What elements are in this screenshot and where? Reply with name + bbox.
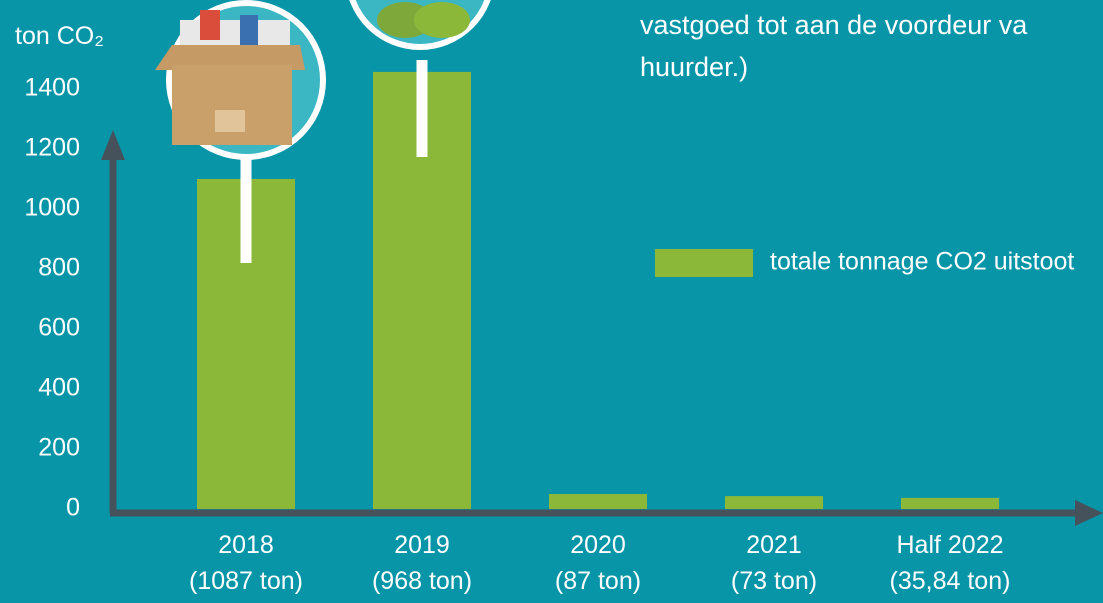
y-tick-label: 1400: [24, 74, 80, 102]
y-tick-label: 200: [38, 434, 80, 462]
y-tick-label: 1200: [24, 134, 80, 162]
bar: [549, 494, 647, 509]
y-tick-label: 600: [38, 314, 80, 342]
bar: [901, 497, 999, 509]
x-tick-label: 2019 (968 ton): [371, 531, 473, 595]
annotation: vastgoed tot aan de voordeur va huurder.…: [640, 10, 1028, 82]
y-tick-label: 400: [38, 374, 80, 402]
x-tick-label: 2021 (73 ton): [730, 531, 818, 595]
legend-label: totale tonnage CO2 uitstoot: [770, 248, 1074, 276]
bar: [725, 496, 823, 509]
x-tick-label: Half 2022 (35,84 ton): [889, 531, 1011, 595]
y-tick-label: 1000: [24, 194, 80, 222]
y-axis-label: ton CO₂: [15, 22, 104, 50]
legend-swatch: [655, 249, 753, 277]
y-tick-label: 800: [38, 254, 80, 282]
x-tick-label: 2018 (1087 ton): [189, 531, 303, 595]
y-tick-label: 0: [66, 494, 80, 522]
x-tick-label: 2020 (87 ton): [554, 531, 642, 595]
y-axis-arrow: [101, 130, 125, 160]
x-axis-arrow: [1075, 500, 1103, 526]
illustration: [155, 0, 491, 263]
